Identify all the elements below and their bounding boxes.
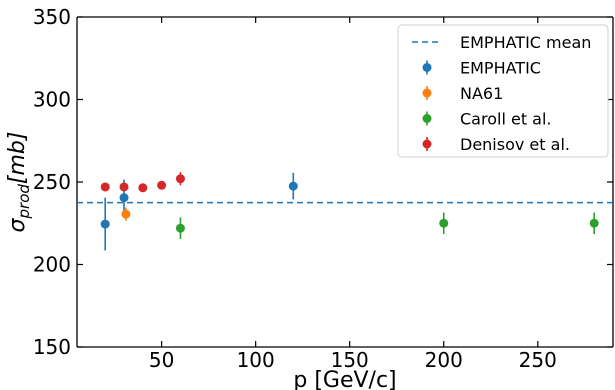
legend-marker [422,63,432,72]
y-tick-label: 150 [33,335,71,359]
x-tick-label: 200 [425,348,463,372]
legend-marker [422,139,432,149]
legend: EMPHATIC mean EMPHATIC NA61 Caroll et al. De… [397,24,609,158]
data-point [119,193,129,203]
y-axis-unit: [mb] [5,132,30,185]
series-emphatic [100,172,298,251]
x-tick-label: 100 [237,348,275,372]
data-point [589,218,599,228]
legend-label: Denisov et al. [460,135,570,154]
series-na61 [121,207,131,221]
series-caroll-et-al [175,212,599,239]
data-point [175,223,185,233]
data-point [439,218,449,228]
legend-marker [422,88,432,98]
data-point [100,219,110,229]
y-tick-label: 300 [33,88,71,112]
legend-label: EMPHATIC [460,59,541,78]
x-tick-label: 250 [519,348,557,372]
y-tick-label: 350 [33,5,71,29]
data-point [175,174,185,184]
data-point [157,180,167,190]
y-tick-label: 200 [33,253,71,277]
legend-label: Caroll et al. [460,110,552,129]
data-point [100,182,110,192]
y-tick-label: 250 [33,170,71,194]
y-axis-title: σprod[mb] [5,132,33,233]
y-axis-subscript: prod [15,184,33,220]
legend-marker [422,114,432,123]
legend-label-reference: EMPHATIC mean [460,33,591,52]
plot-area: 50 100 150 200 250 150 200 250 300 350 [33,5,614,372]
x-tick-label: 50 [149,348,174,372]
data-point [119,182,129,192]
data-point [121,209,131,219]
legend-label: NA61 [460,84,503,103]
data-point [288,181,298,191]
y-axis-symbol: σ [5,217,30,232]
legend-box [397,24,609,158]
x-tick-label: 150 [331,348,369,372]
x-axis-title: p [GeV/c] [293,368,396,390]
series-denisov-et-al [100,172,185,193]
data-point [138,183,148,193]
